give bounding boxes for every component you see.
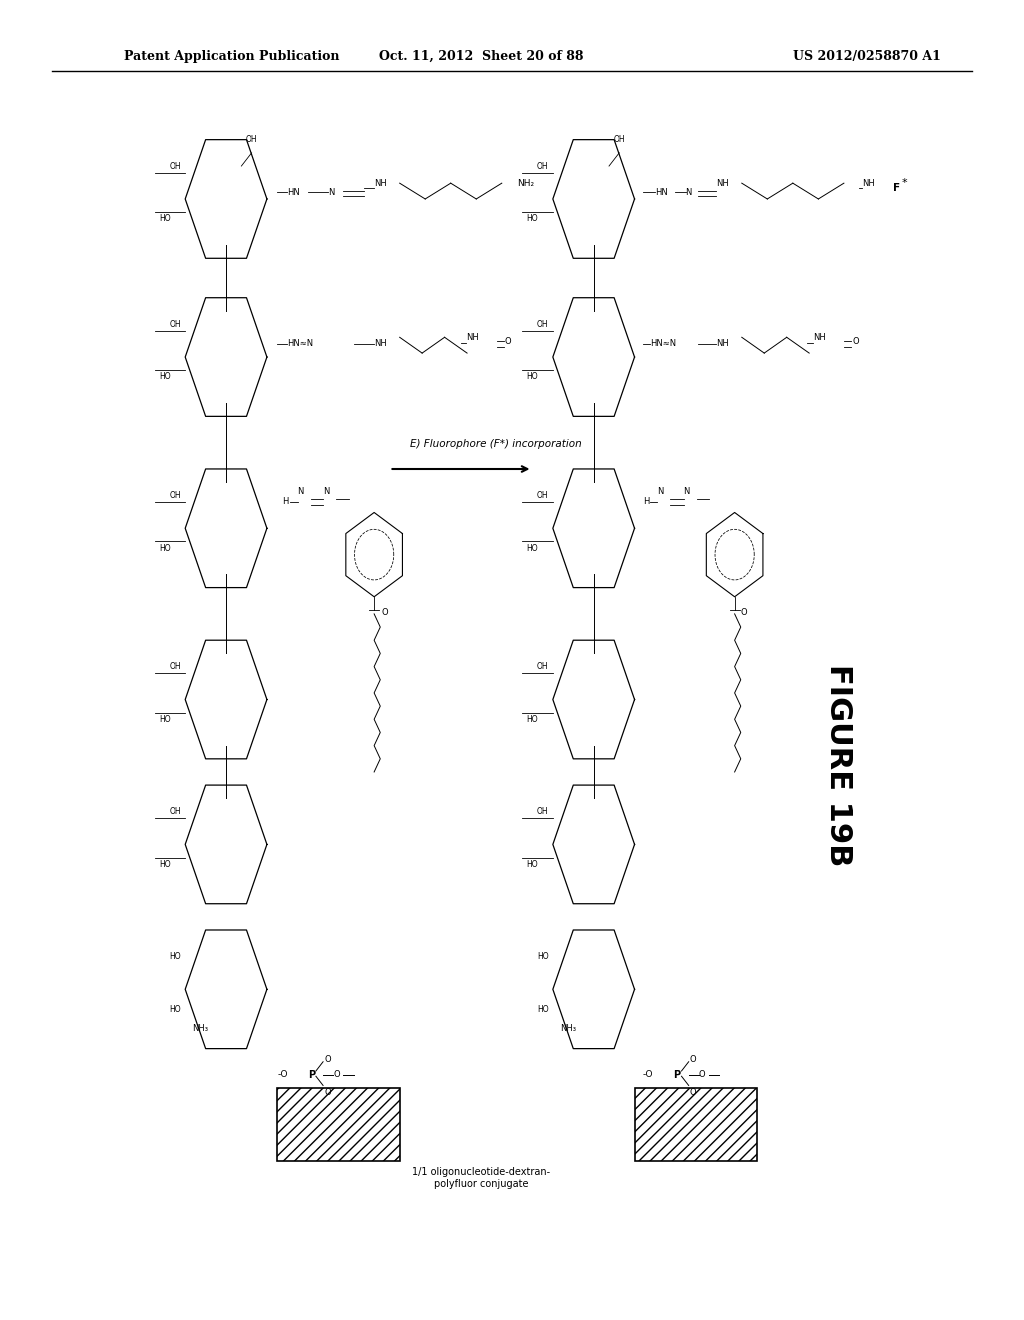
Text: O: O [324,1055,331,1064]
Text: Oct. 11, 2012  Sheet 20 of 88: Oct. 11, 2012 Sheet 20 of 88 [379,50,584,63]
Text: HN≈N: HN≈N [650,339,676,348]
Text: O: O [740,609,748,616]
Text: OH: OH [537,663,549,671]
Text: O: O [381,609,388,616]
Text: HN: HN [288,187,300,197]
Text: OH: OH [537,161,549,170]
Text: FIGURE 19B: FIGURE 19B [824,664,853,866]
Text: NH: NH [862,178,876,187]
Text: H: H [283,498,289,507]
Text: HO: HO [526,544,539,553]
Text: -O: -O [643,1071,653,1080]
Text: HO: HO [169,952,181,961]
Text: HO: HO [159,372,171,381]
Text: HO: HO [537,952,549,961]
Text: HO: HO [159,714,171,723]
Text: -O: -O [278,1071,288,1080]
Text: HO: HO [526,214,539,223]
Text: N: N [324,487,330,496]
Text: O: O [333,1071,340,1080]
Text: O: O [324,1088,331,1097]
Text: O: O [690,1055,696,1064]
Text: NH: NH [716,178,729,187]
Text: NH₃: NH₃ [560,1024,577,1034]
Text: *: * [902,178,907,189]
Text: O: O [505,337,511,346]
Text: NH₃: NH₃ [193,1024,209,1034]
Text: OH: OH [169,807,181,816]
Text: NH: NH [466,333,479,342]
Text: OH: OH [613,135,625,144]
Text: NH₂: NH₂ [517,178,535,187]
Text: H: H [643,498,649,507]
Text: E) Fluorophore (F*) incorporation: E) Fluorophore (F*) incorporation [410,440,582,449]
Text: N: N [684,487,690,496]
Text: F: F [893,183,900,194]
Text: HO: HO [169,1005,181,1014]
Text: HN≈N: HN≈N [288,339,313,348]
Text: OH: OH [537,491,549,500]
Text: US 2012/0258870 A1: US 2012/0258870 A1 [793,50,941,63]
Text: HO: HO [526,372,539,381]
Text: P: P [674,1071,681,1080]
Text: P: P [308,1071,315,1080]
Text: O: O [699,1071,706,1080]
Text: OH: OH [169,663,181,671]
Text: OH: OH [169,491,181,500]
Text: OH: OH [169,319,181,329]
Text: OH: OH [537,807,549,816]
Text: N: N [686,187,692,197]
Text: HO: HO [159,544,171,553]
Text: OH: OH [169,161,181,170]
Text: N: N [328,187,335,197]
Text: N: N [298,487,304,496]
Text: NH: NH [374,178,387,187]
Text: HO: HO [159,859,171,869]
Bar [635,1088,757,1160]
Text: HO: HO [159,214,171,223]
Bar [278,1088,399,1160]
Text: O: O [690,1088,696,1097]
Text: OH: OH [246,135,257,144]
Text: Patent Application Publication: Patent Application Publication [124,50,339,63]
Text: HO: HO [537,1005,549,1014]
Text: HO: HO [526,859,539,869]
Text: NH: NH [374,339,387,348]
Text: 1/1 oligonucleotide-dextran-
polyfluor conjugate: 1/1 oligonucleotide-dextran- polyfluor c… [413,1167,551,1189]
Text: N: N [657,487,664,496]
Text: HO: HO [526,714,539,723]
Text: O: O [852,337,859,346]
Text: NH: NH [813,333,826,342]
Text: NH: NH [716,339,729,348]
Text: HN: HN [655,187,668,197]
Text: OH: OH [537,319,549,329]
